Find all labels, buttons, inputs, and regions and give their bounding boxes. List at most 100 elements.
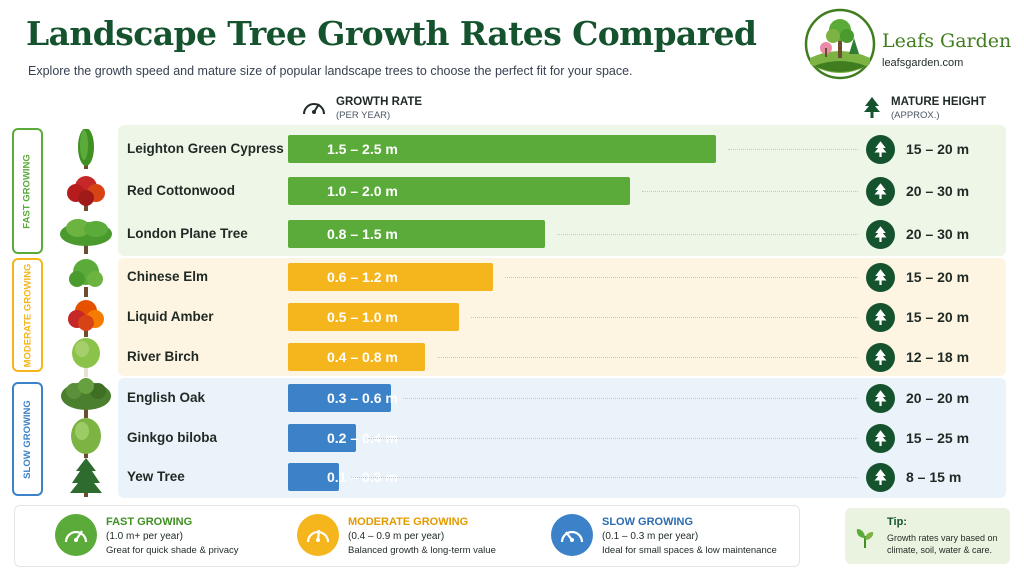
tree-name: Leighton Green Cypress xyxy=(127,141,284,156)
growth-rate-header: GROWTH RATE (PER YEAR) xyxy=(301,96,422,121)
leader-line xyxy=(351,477,858,478)
mature-height-header: MATURE HEIGHT (APPROX.) xyxy=(862,96,986,121)
legend-slow-icon xyxy=(551,514,593,556)
mature-height-value: 15 – 20 m xyxy=(906,269,970,285)
legend-moderate-desc: Balanced growth & long-term value xyxy=(348,545,496,556)
category-label-moderate: MODERATE GROWING xyxy=(12,258,43,372)
growth-bar-label: 0.6 – 1.2 m xyxy=(327,269,398,285)
growth-bar: 0.2 – 0.4 m xyxy=(288,424,398,452)
leader-line xyxy=(505,277,858,278)
tree-name: Liquid Amber xyxy=(127,309,214,324)
leader-line xyxy=(642,191,858,192)
leader-line xyxy=(557,234,858,235)
category-label-slow: SLOW GROWING xyxy=(12,382,43,496)
category-label-fast: FAST GROWING xyxy=(12,128,43,254)
tree-illustration xyxy=(58,457,114,497)
tree-illustration xyxy=(58,337,114,377)
mature-height-value: 15 – 20 m xyxy=(906,309,970,325)
growth-bar: 0.6 – 1.2 m xyxy=(288,263,493,291)
mature-height-icon xyxy=(866,263,895,292)
leader-line xyxy=(403,398,858,399)
leader-line xyxy=(471,317,858,318)
tip-line-1: Growth rates vary based on xyxy=(887,533,998,543)
tree-illustration xyxy=(58,418,114,458)
legend-fast-title: FAST GROWING xyxy=(106,516,193,528)
legend-moderate-title: MODERATE GROWING xyxy=(348,516,469,528)
growth-bar: 0.5 – 1.0 m xyxy=(288,303,459,331)
tree-name: Ginkgo biloba xyxy=(127,430,217,445)
gauge-icon xyxy=(303,103,325,115)
mature-height-icon xyxy=(866,220,895,249)
growth-bar-label: 1.5 – 2.5 m xyxy=(327,141,398,157)
brand-url[interactable]: leafsgarden.com xyxy=(882,57,964,69)
mature-height-label: MATURE HEIGHT xyxy=(891,96,986,108)
mature-height-icon xyxy=(866,135,895,164)
tree-name: Chinese Elm xyxy=(127,269,209,284)
legend: FAST GROWING (1.0 m+ per year) Great for… xyxy=(14,505,800,567)
growth-bar-label: 0.8 – 1.5 m xyxy=(327,226,398,242)
legend-item-fast: FAST GROWING (1.0 m+ per year) Great for… xyxy=(55,514,239,556)
tip-text: Growth rates vary based on climate, soil… xyxy=(887,532,998,556)
tree-name: English Oak xyxy=(127,390,206,405)
growth-bar-label: 0.4 – 0.8 m xyxy=(327,349,398,365)
mature-height-value: 15 – 25 m xyxy=(906,430,970,446)
tree-illustration xyxy=(58,297,114,337)
growth-bar-label: 1.0 – 2.0 m xyxy=(327,183,398,199)
legend-fast-icon xyxy=(55,514,97,556)
tree-illustration xyxy=(58,171,114,211)
leader-line xyxy=(728,149,858,150)
mature-height-icon xyxy=(866,463,895,492)
seedling-icon xyxy=(856,529,874,548)
tip-box: Tip: Growth rates vary based on climate,… xyxy=(845,508,1010,564)
mature-height-value: 15 – 20 m xyxy=(906,141,970,157)
mature-height-icon xyxy=(866,343,895,372)
tree-name: Red Cottonwood xyxy=(127,183,235,198)
leader-line xyxy=(437,357,858,358)
legend-moderate-rate: (0.4 – 0.9 m per year) xyxy=(348,531,445,542)
mature-height-icon xyxy=(866,424,895,453)
growth-bar-label: 0.3 – 0.6 m xyxy=(327,390,398,406)
mature-height-value: 20 – 30 m xyxy=(906,183,970,199)
brand-logo xyxy=(804,8,876,80)
mature-height-value: 20 – 20 m xyxy=(906,390,970,406)
growth-rate-label: GROWTH RATE xyxy=(336,96,423,108)
growth-bar: 0.1 – 0.3 m xyxy=(288,463,398,491)
growth-bar-label: 0.5 – 1.0 m xyxy=(327,309,398,325)
category-label-text: MODERATE GROWING xyxy=(22,263,34,367)
mature-height-value: 8 – 15 m xyxy=(906,469,962,485)
page-subtitle: Explore the growth speed and mature size… xyxy=(28,64,633,78)
tree-illustration xyxy=(58,378,114,418)
mature-height-icon xyxy=(866,177,895,206)
legend-fast-rate: (1.0 m+ per year) xyxy=(106,531,183,542)
legend-slow-title: SLOW GROWING xyxy=(602,516,694,528)
brand-name: Leafs Garden xyxy=(882,30,1012,52)
growth-bar: 1.5 – 2.5 m xyxy=(288,135,716,163)
tip-title: Tip: xyxy=(887,516,907,528)
tip-line-2: climate, soil, water & care. xyxy=(887,545,993,555)
legend-fast-desc: Great for quick shade & privacy xyxy=(106,545,239,556)
growth-rate-sub: (PER YEAR) xyxy=(336,110,391,121)
tree-illustration xyxy=(58,214,114,254)
tree-icon xyxy=(864,97,880,118)
growth-bar: 1.0 – 2.0 m xyxy=(288,177,630,205)
growth-bar-label: 0.2 – 0.4 m xyxy=(327,430,398,446)
tree-name: London Plane Tree xyxy=(127,226,248,241)
tree-name: River Birch xyxy=(127,349,200,364)
legend-item-slow: SLOW GROWING (0.1 – 0.3 m per year) Idea… xyxy=(551,514,777,556)
tree-illustration xyxy=(58,128,114,169)
page-title: Landscape Tree Growth Rates Compared xyxy=(26,14,757,53)
category-label-text: SLOW GROWING xyxy=(22,399,34,479)
tree-name: Yew Tree xyxy=(127,469,185,484)
mature-height-value: 12 – 18 m xyxy=(906,349,970,365)
mature-height-icon xyxy=(866,303,895,332)
category-label-text: FAST GROWING xyxy=(22,153,34,229)
growth-bar: 0.3 – 0.6 m xyxy=(288,384,398,412)
mature-height-icon xyxy=(866,384,895,413)
tree-illustration xyxy=(58,257,114,297)
legend-moderate-icon xyxy=(297,514,339,556)
leader-line xyxy=(368,438,858,439)
growth-bar: 0.8 – 1.5 m xyxy=(288,220,545,248)
legend-slow-rate: (0.1 – 0.3 m per year) xyxy=(602,531,699,542)
growth-bar: 0.4 – 0.8 m xyxy=(288,343,425,371)
legend-item-moderate: MODERATE GROWING (0.4 – 0.9 m per year) … xyxy=(297,514,496,556)
